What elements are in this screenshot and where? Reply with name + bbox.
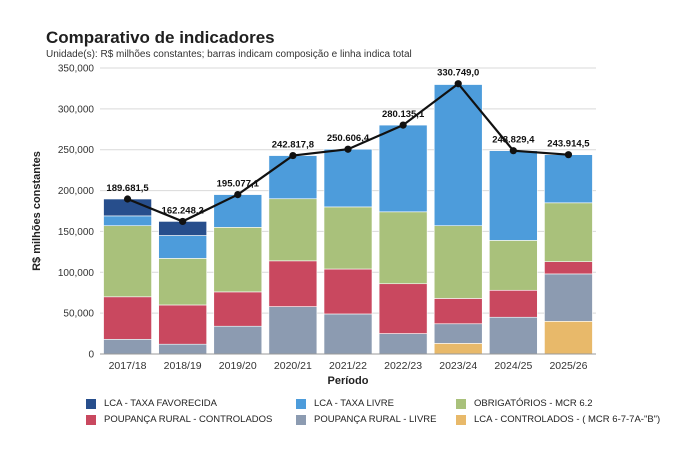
data-label: 242.817,8 [272,140,314,151]
legend-swatch [86,414,96,425]
y-tick-label: 0 [88,350,94,361]
legend-item: POUPANÇA RURAL - LIVRE [296,414,436,425]
bar-segment [268,306,318,355]
legend-label: POUPANÇA RURAL - CONTROLADOS [104,414,273,425]
bar-segment [213,227,263,293]
total-point [454,80,462,88]
bar-segment [323,206,373,270]
bar-segment [378,124,428,213]
bar-segment [489,289,538,318]
y-tick-label: 300,000 [58,104,95,115]
bar-segment [323,313,373,355]
y-tick-label: 250,000 [58,145,95,156]
x-tick-label: 2023/24 [439,360,477,372]
x-tick-label: 2017/18 [109,360,147,372]
data-label: 162.248,2 [162,205,204,216]
bar-segment [158,343,207,355]
bar-segment [213,291,263,327]
total-point [123,195,132,203]
bar-segment [158,235,207,259]
bar-segment [433,225,483,299]
bar-segment [268,260,318,307]
legend-swatch [456,398,466,409]
x-tick-label: 2025/26 [549,360,587,372]
bar-segment [544,273,593,322]
data-label: 243.914,5 [547,139,590,150]
x-tick-label: 2022/23 [384,360,422,372]
bar-segment [213,194,263,228]
y-tick-label: 200,000 [58,186,95,197]
total-point [179,217,187,226]
y-tick-label: 150,000 [58,227,95,238]
bar-segment [103,225,152,298]
bar-segment [489,316,538,355]
bar-segment [378,333,428,355]
bar-segment [103,296,152,340]
chart-title: Comparativo de indicadores [46,28,275,47]
x-tick-label: 2020/21 [274,360,312,372]
total-point [564,151,573,159]
bar-segment [544,321,593,355]
bar-segment [103,215,152,227]
bar-segment [323,148,373,208]
x-axis-title: Período [328,375,369,387]
total-point [234,190,242,199]
legend-item: LCA - CONTROLADOS - ( MCR 6-7-7A-"B") [456,414,660,425]
bar-segment [544,261,593,275]
y-tick-label: 100,000 [58,268,95,279]
bar-segment [433,298,483,325]
legend-item: LCA - TAXA LIVRE [296,398,394,409]
bar-segment [378,211,428,285]
bar-segment [433,84,483,227]
data-label: 195.077,1 [217,179,260,190]
legend-label: LCA - TAXA FAVORECIDA [104,398,217,409]
legend-label: OBRIGATÓRIOS - MCR 6.2 [474,398,593,409]
bar-segment [323,268,373,315]
x-tick-label: 2021/22 [329,360,367,372]
bar-segment [158,304,207,345]
legend-item: OBRIGATÓRIOS - MCR 6.2 [456,398,593,409]
x-tick-label: 2024/25 [494,360,532,372]
data-label: 250.606,4 [327,133,370,144]
legend-label: LCA - TAXA LIVRE [314,398,394,409]
legend-swatch [296,398,306,409]
x-tick-label: 2018/19 [164,360,202,372]
bar-segment [268,155,318,200]
bar-segment [103,338,152,355]
legend-swatch [86,398,96,409]
legend-label: POUPANÇA RURAL - LIVRE [314,414,437,425]
total-point [289,151,297,160]
bar-segment [489,150,538,241]
legend-swatch [296,414,306,425]
total-point [399,121,407,129]
legend-item: POUPANÇA RURAL - CONTROLADOS [86,414,272,425]
bar-segment [433,323,483,344]
y-axis-title: R$ milhões constantes [31,151,43,271]
y-tick-label: 50,000 [63,309,94,320]
bar-segment [544,154,593,204]
data-label: 248.829,4 [492,135,535,146]
legend-item: LCA - TAXA FAVORECIDA [86,398,217,409]
bar-segment [433,343,483,355]
bar-segment [213,325,263,355]
bar-segment [158,258,207,306]
y-tick-label: 350,000 [58,64,95,75]
total-point [509,147,517,155]
bar-segment [268,198,318,262]
total-point [344,145,352,153]
x-tick-label: 2019/20 [219,360,257,372]
legend-label: LCA - CONTROLADOS - ( MCR 6-7-7A-"B") [474,414,661,425]
bar-segment [544,202,593,262]
chart-subtitle: Unidade(s): R$ milhões constantes; barra… [46,49,412,60]
data-label: 280.135,1 [382,109,425,120]
legend-swatch [456,414,466,425]
bar-segment [378,283,428,334]
data-label: 330.749,0 [437,68,479,79]
bar-segment [489,240,538,291]
data-label: 189.681,5 [106,183,149,194]
